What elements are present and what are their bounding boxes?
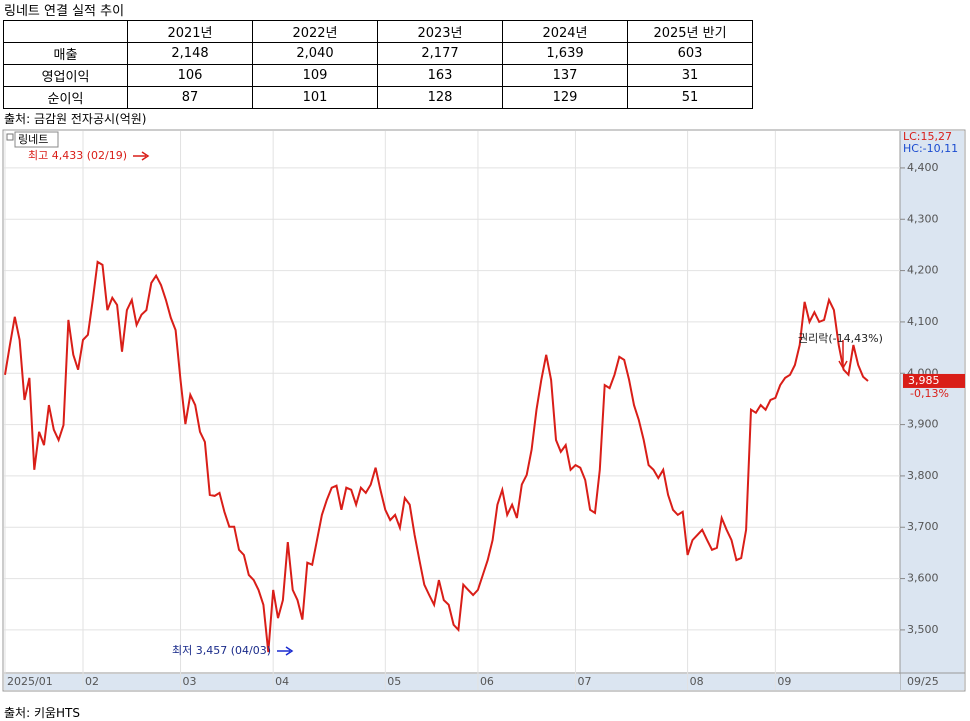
lc-label: LC:15,27 bbox=[903, 130, 952, 143]
results-table: 2021년 2022년 2023년 2024년 2025년 반기 매출 2,148 2,040… bbox=[3, 20, 753, 109]
x-tick-label: 04 bbox=[275, 675, 289, 688]
table-source: 출처: 금감원 전자공시(억원) bbox=[4, 112, 147, 126]
last-price-label: 3,985 bbox=[908, 374, 940, 387]
y-tick-label: 4,200 bbox=[907, 264, 939, 277]
price-line bbox=[4, 260, 869, 653]
column-header: 2024년 bbox=[502, 20, 628, 43]
low-arrow bbox=[277, 646, 294, 656]
change-label: -0,13% bbox=[910, 387, 949, 400]
table-cell: 163 bbox=[377, 64, 503, 87]
table-row: 영업이익 106 109 163 137 31 bbox=[3, 64, 753, 87]
y-axis-panel bbox=[900, 131, 964, 690]
table-cell: 31 bbox=[627, 64, 753, 87]
table-cell: 137 bbox=[502, 64, 628, 87]
column-header: 2025년 반기 bbox=[627, 20, 753, 43]
table-cell: 128 bbox=[377, 86, 503, 109]
chart-source: 출처: 키움HTS bbox=[4, 706, 80, 720]
chart-frame bbox=[2, 129, 966, 692]
hc-label: HC:-10,11 bbox=[903, 142, 958, 155]
y-tick-label: 3,500 bbox=[907, 623, 939, 636]
legend-label: 링네트 bbox=[18, 133, 48, 146]
table-cell: 51 bbox=[627, 86, 753, 109]
low-note: 최저 3,457 (04/03) bbox=[172, 644, 271, 657]
x-end-label: 09/25 bbox=[907, 675, 939, 688]
row-label: 순이익 bbox=[3, 86, 128, 109]
header-row: 2021년 2022년 2023년 2024년 2025년 반기 bbox=[3, 20, 753, 43]
event-note: 권리락(-14,43%) bbox=[798, 332, 883, 345]
x-tick-label: 09 bbox=[777, 675, 791, 688]
y-tick-label: 3,900 bbox=[907, 418, 939, 431]
x-tick-label: 03 bbox=[183, 675, 197, 688]
x-tick-label: 02 bbox=[85, 675, 99, 688]
y-tick-label: 3,700 bbox=[907, 520, 939, 533]
x-tick-label: 08 bbox=[690, 675, 704, 688]
last-price-box bbox=[903, 373, 965, 388]
table-row: 순이익 87 101 128 129 51 bbox=[3, 86, 753, 109]
high-note: 최고 4,433 (02/19) bbox=[28, 149, 127, 162]
y-tick-label: 4,400 bbox=[907, 161, 939, 174]
y-tick-label: 3,600 bbox=[907, 572, 939, 585]
y-tick-label: 4,300 bbox=[907, 212, 939, 225]
row-label: 영업이익 bbox=[3, 64, 128, 87]
table-cell: 101 bbox=[252, 86, 378, 109]
x-tick-label: 07 bbox=[577, 675, 591, 688]
legend-icon bbox=[6, 133, 14, 141]
x-tick-label: 06 bbox=[480, 675, 494, 688]
legend-box bbox=[14, 131, 59, 148]
y-tick-label: 4,100 bbox=[907, 315, 939, 328]
high-arrow bbox=[133, 151, 150, 161]
x-tick-label: 05 bbox=[387, 675, 401, 688]
x-axis-panel bbox=[4, 674, 900, 690]
title: 링네트 연결 실적 추이 bbox=[4, 4, 125, 19]
y-tick-label: 3,800 bbox=[907, 469, 939, 482]
x-tick-label: 2025/01 bbox=[7, 675, 53, 688]
table-cell: 87 bbox=[127, 86, 253, 109]
